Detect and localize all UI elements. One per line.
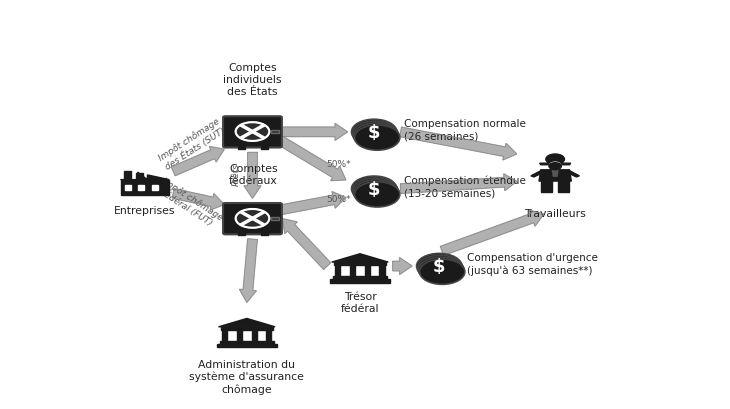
Polygon shape xyxy=(283,219,331,270)
Circle shape xyxy=(550,163,561,169)
Circle shape xyxy=(353,178,398,204)
Bar xyxy=(237,146,245,149)
Bar xyxy=(541,182,552,193)
Circle shape xyxy=(353,180,399,206)
Polygon shape xyxy=(531,171,543,178)
Text: Compensation normale
(26 semaines): Compensation normale (26 semaines) xyxy=(404,119,526,141)
Text: Entreprises: Entreprises xyxy=(115,206,176,216)
Text: Compensation d'urgence
(jusqu'à 63 semaines**): Compensation d'urgence (jusqu'à 63 semai… xyxy=(467,253,599,275)
Bar xyxy=(217,344,277,348)
Polygon shape xyxy=(120,173,169,180)
Polygon shape xyxy=(401,174,517,194)
Polygon shape xyxy=(539,171,572,182)
Polygon shape xyxy=(172,189,224,211)
FancyBboxPatch shape xyxy=(223,204,282,235)
Circle shape xyxy=(236,123,269,142)
Bar xyxy=(222,330,227,341)
Circle shape xyxy=(549,163,561,170)
Bar xyxy=(330,279,390,283)
Polygon shape xyxy=(218,319,275,327)
Text: Travailleurs: Travailleurs xyxy=(524,208,586,218)
Circle shape xyxy=(546,155,564,165)
Circle shape xyxy=(236,209,269,228)
Polygon shape xyxy=(440,211,544,256)
Bar xyxy=(237,233,245,236)
Polygon shape xyxy=(567,171,580,178)
Circle shape xyxy=(355,126,400,151)
Text: Impôt chômage
fédéral (FUT): Impôt chômage fédéral (FUT) xyxy=(155,176,225,231)
Bar xyxy=(558,182,569,193)
Circle shape xyxy=(418,258,464,283)
Polygon shape xyxy=(280,192,346,215)
Text: Administration du
système d'assurance
chômage: Administration du système d'assurance ch… xyxy=(189,359,304,394)
Circle shape xyxy=(420,259,465,285)
Bar xyxy=(220,341,274,344)
Polygon shape xyxy=(331,254,388,263)
FancyBboxPatch shape xyxy=(223,117,282,148)
Polygon shape xyxy=(244,153,261,199)
Bar xyxy=(350,265,356,276)
Bar xyxy=(272,131,279,134)
Bar xyxy=(137,173,143,180)
Text: Impôt chômage
des États (SUT): Impôt chômage des États (SUT) xyxy=(157,116,227,171)
Polygon shape xyxy=(283,124,347,141)
Bar xyxy=(380,265,385,276)
Text: $: $ xyxy=(368,180,380,198)
Polygon shape xyxy=(239,239,257,303)
Bar xyxy=(266,330,272,341)
Text: 50%*: 50%* xyxy=(327,194,351,203)
Polygon shape xyxy=(278,137,346,181)
Bar xyxy=(261,146,268,149)
Circle shape xyxy=(351,177,397,202)
Bar xyxy=(272,218,279,220)
Polygon shape xyxy=(393,258,412,275)
Text: Compensation étendue
(13-20 semaines): Compensation étendue (13-20 semaines) xyxy=(404,175,526,198)
Bar xyxy=(252,330,257,341)
Circle shape xyxy=(351,120,397,145)
Bar xyxy=(365,265,370,276)
Circle shape xyxy=(418,256,463,281)
Text: Prêts: Prêts xyxy=(232,163,241,186)
Text: Comptes
fédéraux: Comptes fédéraux xyxy=(229,163,278,185)
Text: $: $ xyxy=(368,124,380,142)
Bar xyxy=(220,327,273,330)
Text: Trésor
fédéral: Trésor fédéral xyxy=(341,292,379,314)
Circle shape xyxy=(355,182,400,207)
Text: Comptes
individuels
des États: Comptes individuels des États xyxy=(223,63,282,97)
Bar xyxy=(335,265,340,276)
Text: 50%*: 50%* xyxy=(327,160,351,169)
Circle shape xyxy=(353,124,399,149)
Bar xyxy=(261,233,268,236)
Text: $: $ xyxy=(433,257,445,275)
Bar xyxy=(124,171,131,180)
Circle shape xyxy=(353,122,398,147)
Polygon shape xyxy=(172,147,224,176)
Bar xyxy=(237,330,242,341)
Polygon shape xyxy=(553,171,558,177)
Bar xyxy=(139,186,145,190)
Bar xyxy=(334,263,386,265)
Polygon shape xyxy=(400,128,517,160)
Bar xyxy=(152,186,158,190)
Polygon shape xyxy=(120,180,169,195)
Bar xyxy=(125,186,131,190)
Polygon shape xyxy=(539,164,571,165)
Bar xyxy=(333,276,387,279)
Circle shape xyxy=(417,254,462,279)
